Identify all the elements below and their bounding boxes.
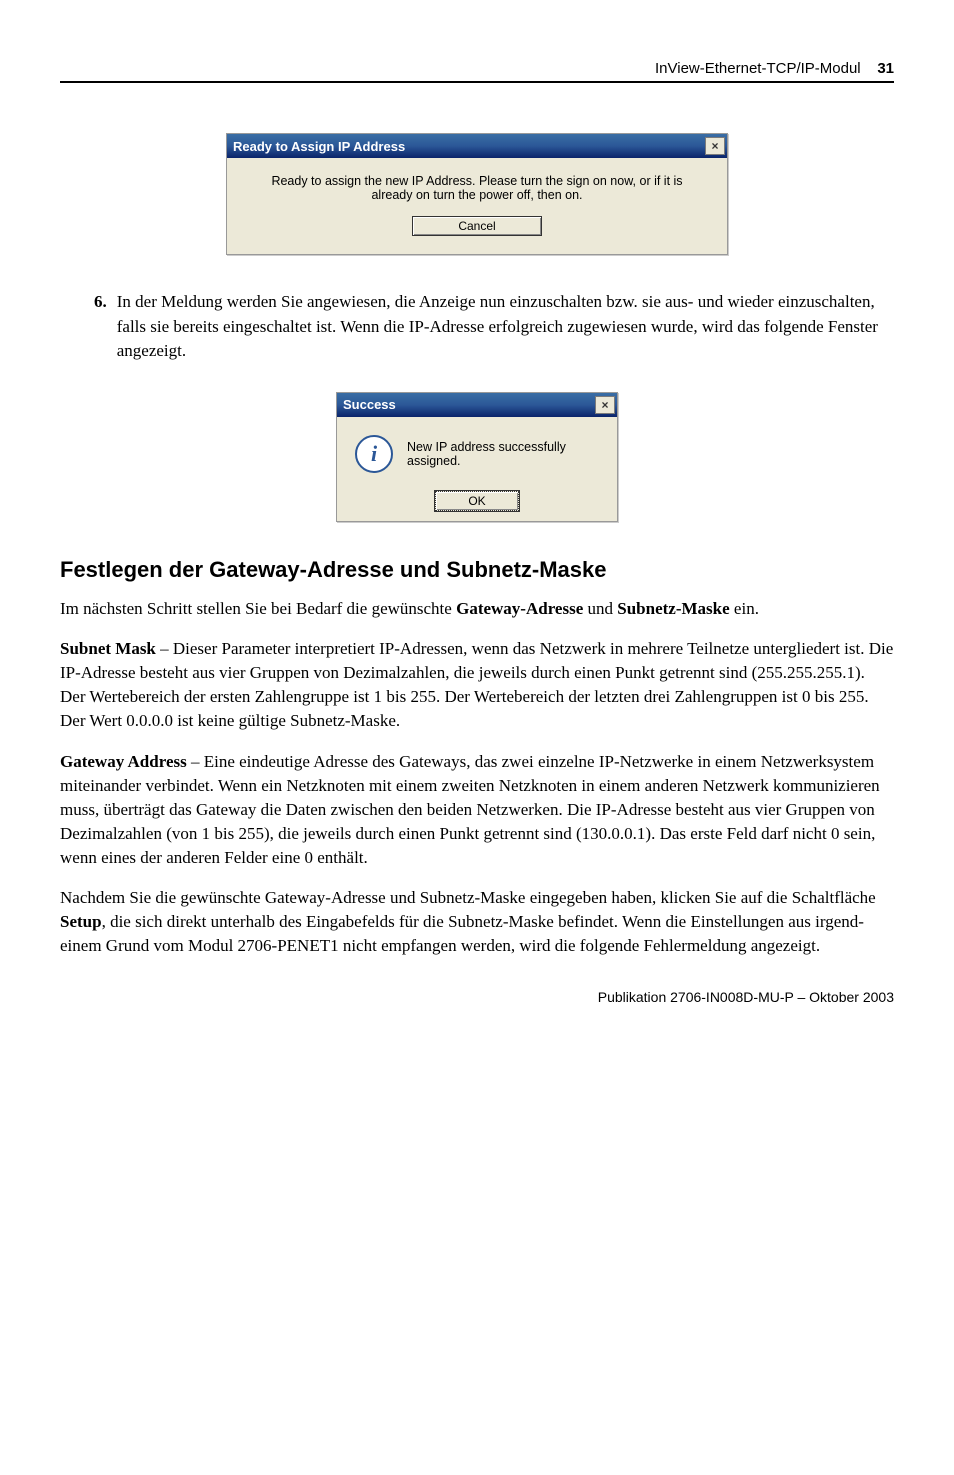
- dialog-message: Ready to assign the new IP Address. Plea…: [241, 174, 713, 202]
- step-number: 6.: [94, 290, 107, 364]
- step-6: 6. In der Meldung werden Sie angewiesen,…: [94, 290, 894, 364]
- gateway-paragraph: Gateway Address – Eine eindeutige Adress…: [60, 750, 894, 871]
- subnet-paragraph: Subnet Mask – Dieser Parameter interpret…: [60, 637, 894, 734]
- dialog-titlebar: Ready to Assign IP Address ×: [227, 134, 727, 158]
- page-number: 31: [877, 60, 894, 77]
- dialog-message: New IP address successfully assigned.: [407, 440, 599, 468]
- ok-button[interactable]: OK: [435, 491, 519, 511]
- gateway-adresse-term: Gateway-Adresse: [456, 599, 583, 618]
- text: Nachdem Sie die gewünschte Gateway-Adres…: [60, 888, 876, 907]
- doc-title: InView-Ethernet-TCP/IP-Modul: [655, 60, 861, 77]
- info-icon: i: [355, 435, 393, 473]
- intro-paragraph: Im nächsten Schritt stellen Sie bei Beda…: [60, 597, 894, 621]
- page-header: InView-Ethernet-TCP/IP-Modul 31: [60, 60, 894, 77]
- final-paragraph: Nachdem Sie die gewünschte Gateway-Adres…: [60, 886, 894, 958]
- text: Im nächsten Schritt stellen Sie bei Beda…: [60, 599, 456, 618]
- ready-assign-dialog: Ready to Assign IP Address × Ready to as…: [226, 133, 728, 255]
- success-dialog: Success × i New IP address successfully …: [336, 392, 618, 522]
- close-icon[interactable]: ×: [705, 137, 725, 155]
- section-heading: Festlegen der Gateway-Adresse und Subnet…: [60, 557, 894, 583]
- header-rule: [60, 81, 894, 83]
- text: – Dieser Parameter interpretiert IP-Adre…: [60, 639, 893, 730]
- close-icon[interactable]: ×: [595, 396, 615, 414]
- text: ein.: [730, 599, 759, 618]
- dialog-titlebar: Success ×: [337, 393, 617, 417]
- subnetz-maske-term: Subnetz-Maske: [617, 599, 729, 618]
- step-text: In der Meldung werden Sie angewiesen, di…: [117, 290, 894, 364]
- setup-button-term: Setup: [60, 912, 102, 931]
- gateway-address-label: Gateway Address: [60, 752, 187, 771]
- text: , die sich direkt unterhalb des Eingabef…: [60, 912, 864, 955]
- cancel-button[interactable]: Cancel: [412, 216, 542, 236]
- dialog-title: Success: [343, 397, 396, 412]
- subnet-mask-label: Subnet Mask: [60, 639, 156, 658]
- page-footer: Publikation 2706-IN008D-MU-P – Oktober 2…: [60, 989, 894, 1005]
- dialog-title: Ready to Assign IP Address: [233, 139, 405, 154]
- text: und: [583, 599, 617, 618]
